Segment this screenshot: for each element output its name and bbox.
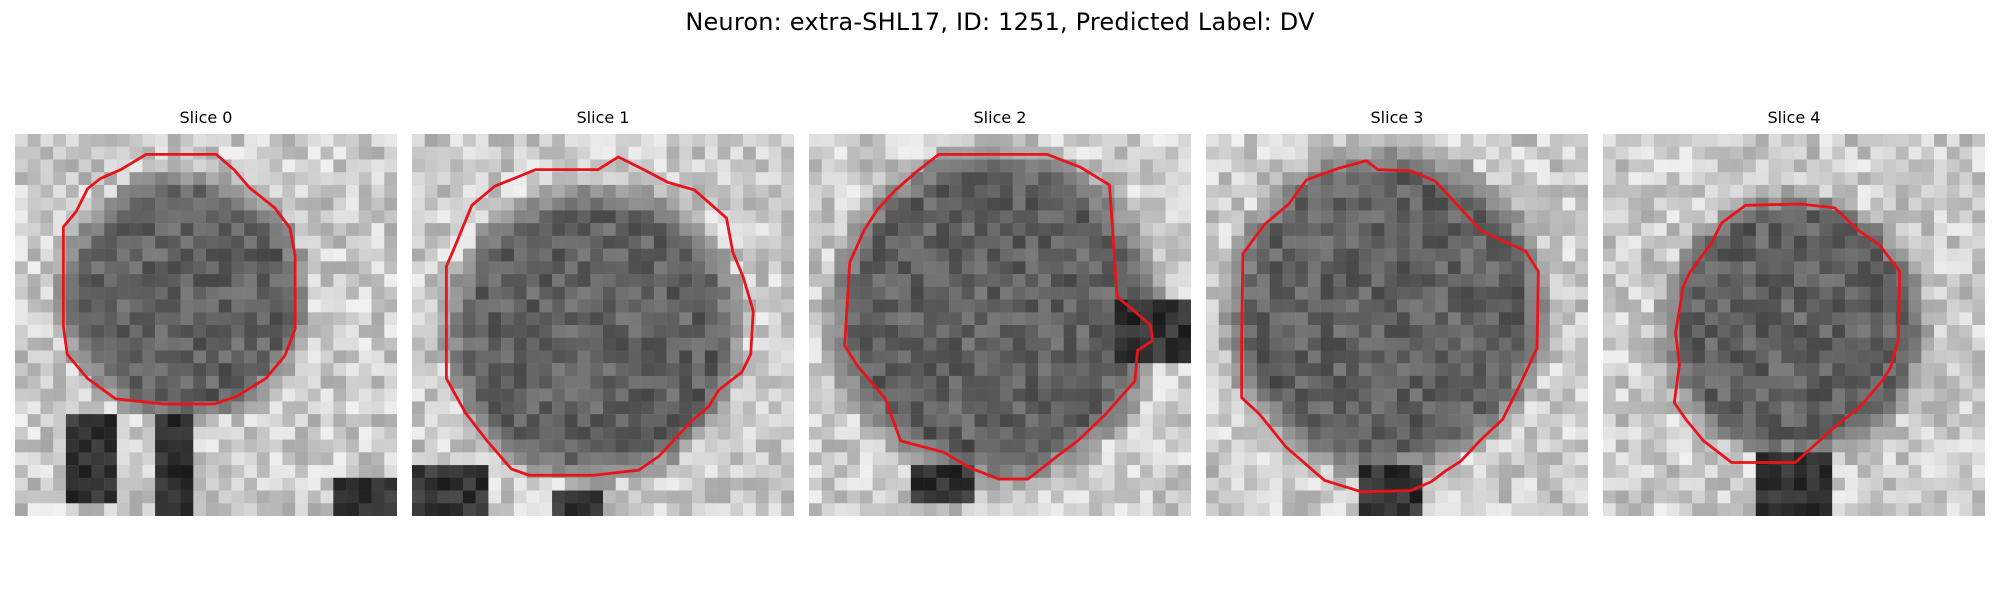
slice-title-0: Slice 0	[179, 108, 233, 127]
slice-image-1	[412, 134, 794, 516]
slice-image-3	[1206, 134, 1588, 516]
pixel-grid	[412, 134, 794, 516]
slice-title-2: Slice 2	[973, 108, 1027, 127]
pixel-grid	[1206, 134, 1588, 516]
slice-image-2	[809, 134, 1191, 516]
figure-title: Neuron: extra-SHL17, ID: 1251, Predicted…	[685, 8, 1315, 36]
cell-contour	[444, 155, 755, 477]
cell-contour	[61, 152, 297, 406]
slice-title-3: Slice 3	[1370, 108, 1424, 127]
slice-image-4	[1603, 134, 1985, 516]
pixel-grid	[1603, 134, 1985, 516]
slice-title-1: Slice 1	[576, 108, 630, 127]
pixel-grid	[15, 134, 397, 516]
pixel-grid	[809, 134, 1191, 516]
slice-image-0	[15, 134, 397, 516]
cell-contour	[1672, 202, 1902, 464]
slice-title-4: Slice 4	[1767, 108, 1821, 127]
cell-contour	[843, 152, 1155, 481]
cell-contour	[1240, 159, 1540, 494]
